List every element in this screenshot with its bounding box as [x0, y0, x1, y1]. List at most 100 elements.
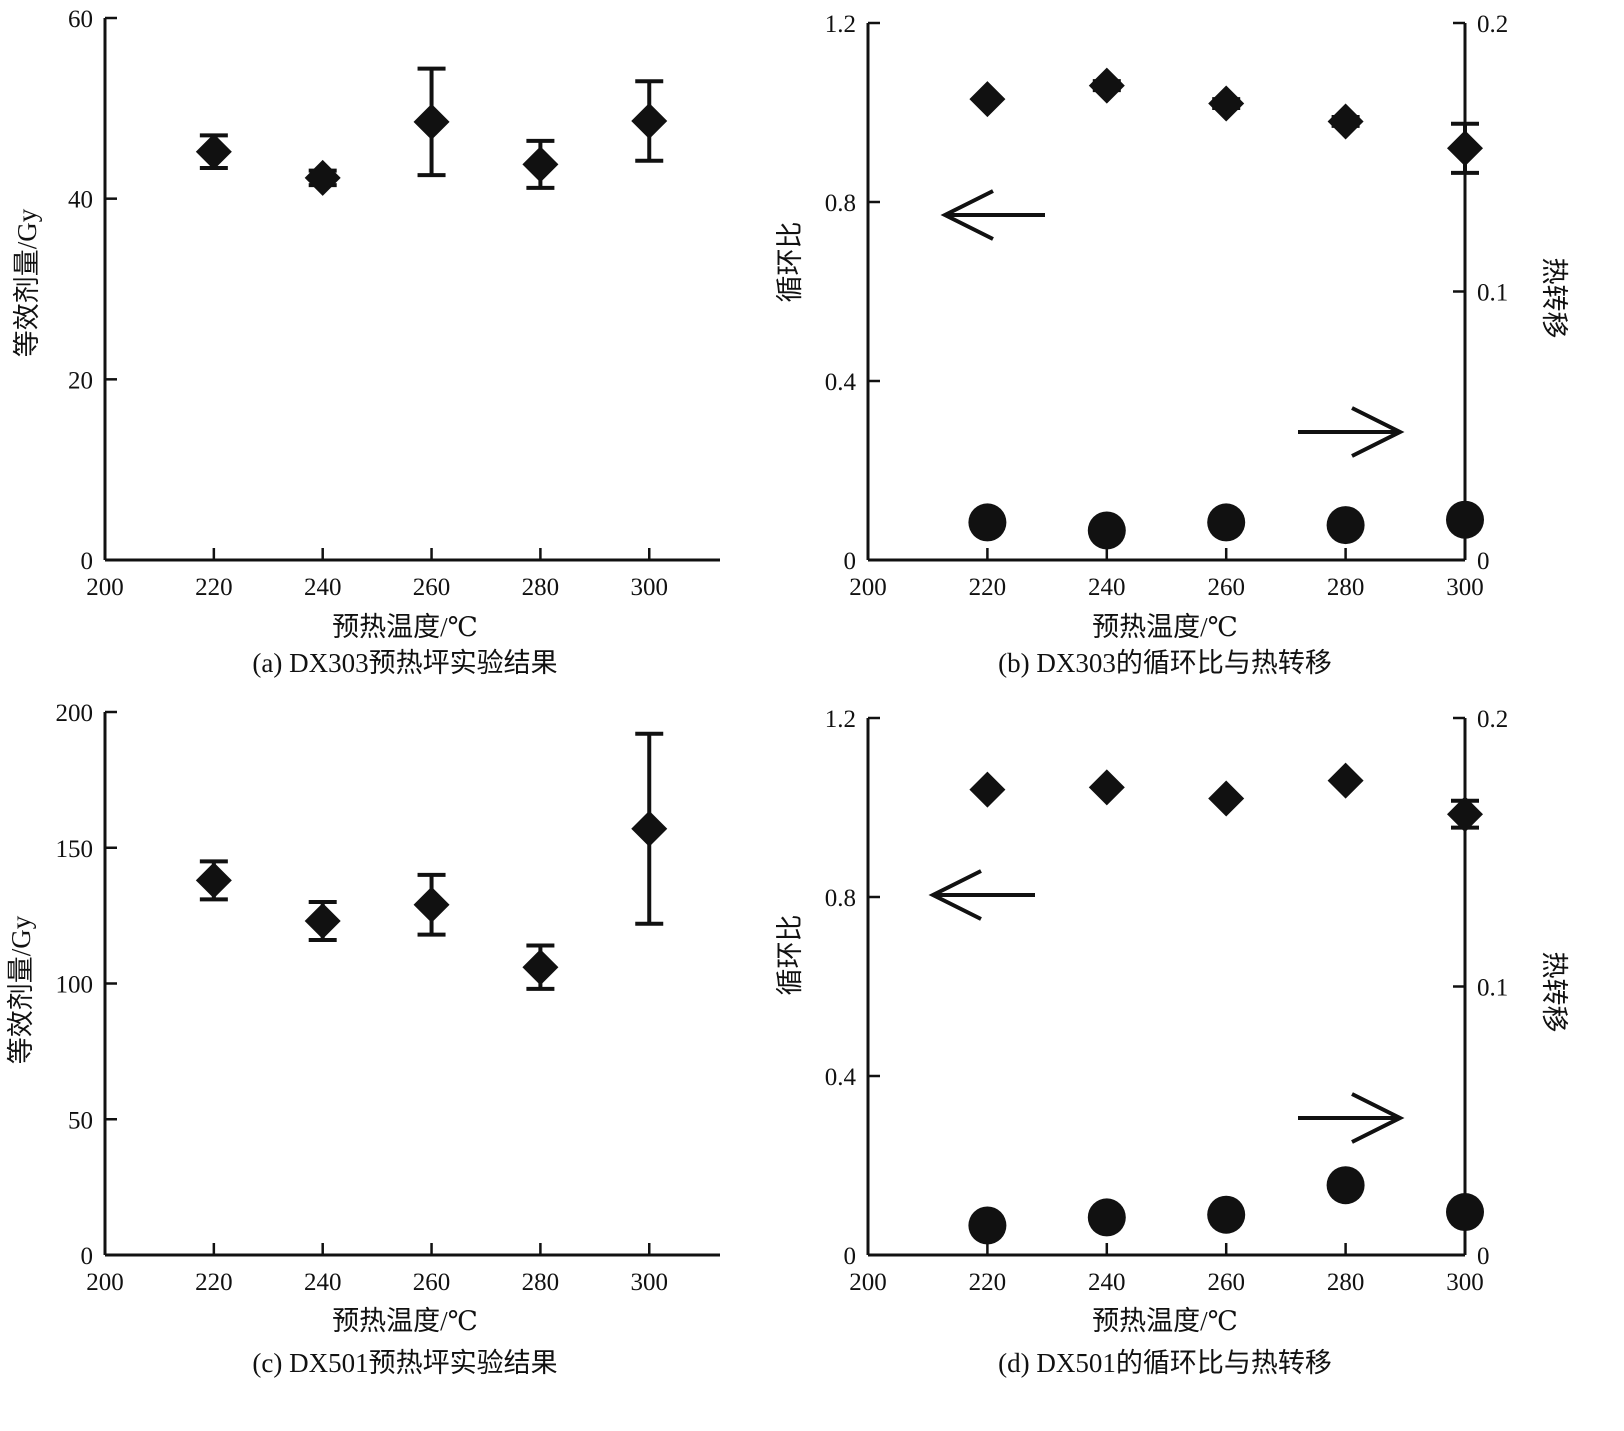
data-point-circle: [1207, 1195, 1246, 1234]
data-point-diamond: [413, 886, 450, 923]
data-point-diamond: [195, 862, 232, 899]
x-tick-label: 240: [1088, 574, 1126, 601]
right-arrow-icon: [1351, 406, 1405, 458]
data-point-diamond: [1327, 103, 1364, 140]
y-tick-label: 150: [56, 836, 94, 863]
y2-tick-label: 0: [1477, 548, 1490, 575]
x-tick-label: 260: [1207, 574, 1245, 601]
y-tick-label: 0.8: [825, 190, 856, 217]
y2-tick-label: 0.1: [1477, 975, 1508, 1002]
x-tick-label: 260: [1207, 1269, 1245, 1296]
x-axis-title: 预热温度/℃: [1092, 1306, 1238, 1336]
data-point-circle: [1326, 506, 1365, 545]
x-tick-label: 240: [304, 1269, 342, 1296]
y-tick-label: 40: [68, 187, 93, 214]
data-point-diamond: [522, 949, 559, 986]
x-tick-label: 200: [849, 574, 887, 601]
y2-tick-label: 0.2: [1477, 706, 1508, 733]
panel-caption: (d) DX501的循环比与热转移: [998, 1348, 1332, 1378]
y-tick-label: 20: [68, 367, 93, 394]
y-axis-title: 循环比: [775, 222, 805, 303]
y-tick-label: 200: [56, 700, 94, 727]
x-tick-label: 280: [522, 574, 560, 601]
y-tick-label: 0: [844, 548, 857, 575]
x-tick-label: 300: [1446, 574, 1484, 601]
y-tick-label: 0: [81, 548, 94, 575]
y-tick-label: 100: [56, 972, 94, 999]
data-point-diamond: [1208, 85, 1245, 122]
data-point-circle: [1446, 1193, 1484, 1232]
y-tick-label: 1.2: [825, 11, 856, 38]
x-tick-label: 280: [1327, 1269, 1365, 1296]
y-axis-title: 等效剂量/Gy: [6, 915, 36, 1064]
x-tick-label: 220: [195, 574, 233, 601]
y-tick-label: 0.4: [825, 369, 857, 396]
panel-caption: (c) DX501预热坪实验结果: [252, 1348, 557, 1378]
y-tick-label: 50: [68, 1107, 93, 1134]
y-tick-label: 60: [68, 6, 93, 33]
x-axis-title: 预热温度/℃: [332, 612, 478, 642]
data-point-diamond: [1088, 769, 1125, 806]
y-tick-label: 1.2: [825, 706, 856, 733]
y-tick-label: 0: [844, 1243, 857, 1270]
data-point-diamond: [969, 771, 1006, 808]
x-tick-label: 260: [413, 574, 451, 601]
data-point-circle: [968, 503, 1007, 542]
x-tick-label: 260: [413, 1269, 451, 1296]
axis-indicator-arrows: [940, 189, 1405, 458]
data-point-diamond: [1447, 796, 1483, 833]
x-tick-label: 200: [86, 1269, 124, 1296]
data-point-diamond: [969, 81, 1006, 118]
data-point-diamond: [1447, 130, 1483, 167]
x-tick-label: 240: [304, 574, 342, 601]
x-tick-label: 220: [969, 1269, 1007, 1296]
y2-tick-label: 0: [1477, 1243, 1490, 1270]
data-point-diamond: [631, 102, 668, 139]
data-point-diamond: [413, 103, 450, 140]
y2-axis-title: 热转移: [1539, 952, 1569, 1033]
y-tick-label: 0: [81, 1243, 94, 1270]
x-tick-label: 200: [849, 1269, 887, 1296]
x-tick-label: 220: [969, 574, 1007, 601]
x-axis-title: 预热温度/℃: [332, 1306, 478, 1336]
left-arrow-icon: [940, 189, 994, 241]
y2-tick-label: 0.2: [1477, 11, 1508, 38]
y-tick-label: 0.8: [825, 885, 856, 912]
x-tick-label: 300: [630, 1269, 668, 1296]
y2-axis-title: 热转移: [1539, 258, 1569, 339]
data-point-diamond: [195, 133, 232, 170]
x-tick-label: 280: [522, 1269, 560, 1296]
panel-caption: (a) DX303预热坪实验结果: [252, 648, 557, 678]
data-point-circle: [1207, 503, 1246, 542]
data-point-circle: [968, 1206, 1007, 1245]
data-point-circle: [1087, 511, 1126, 550]
y-axis-title: 等效剂量/Gy: [12, 208, 42, 357]
y-tick-label: 0.4: [825, 1064, 857, 1091]
data-point-diamond: [1088, 67, 1125, 104]
x-tick-label: 240: [1088, 1269, 1126, 1296]
y-axis-title: 循环比: [775, 915, 805, 996]
data-point-circle: [1326, 1166, 1365, 1205]
y2-tick-label: 0.1: [1477, 280, 1508, 307]
right-arrow-icon: [1351, 1092, 1405, 1144]
x-tick-label: 220: [195, 1269, 233, 1296]
data-point-diamond: [522, 146, 559, 183]
x-tick-label: 280: [1327, 574, 1365, 601]
panel-caption: (b) DX303的循环比与热转移: [998, 648, 1332, 678]
data-point-diamond: [304, 903, 341, 940]
data-point-circle: [1087, 1198, 1126, 1237]
data-point-diamond: [304, 159, 341, 196]
panel-a: 0 20 40 60 200 220 240 260 280 300 预热温度/℃ 等效剂量/Gy (a…: [12, 6, 720, 678]
x-tick-label: 300: [630, 574, 668, 601]
left-arrow-icon: [928, 869, 982, 921]
data-point-circle: [1446, 500, 1484, 539]
data-point-diamond: [1208, 780, 1245, 817]
x-axis-title: 预热温度/℃: [1092, 612, 1238, 642]
data-point-diamond: [631, 810, 668, 847]
data-point-diamond: [1327, 762, 1364, 799]
x-tick-label: 300: [1446, 1269, 1484, 1296]
panel-c: 0 50 100 150 200 200 220 240 260 280 300 预热温度/℃ 等效剂量…: [6, 700, 720, 1378]
